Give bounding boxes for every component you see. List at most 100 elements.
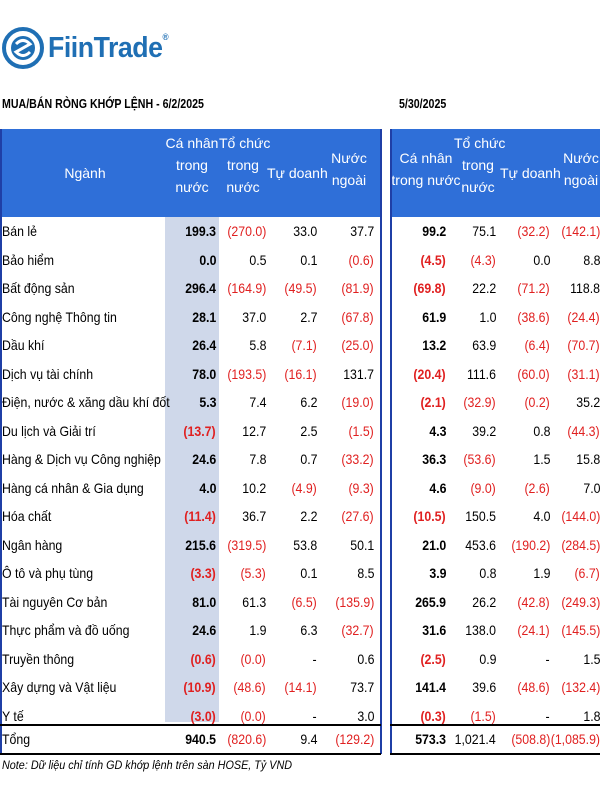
- value-cell-may30: 26.2: [472, 593, 496, 610]
- value-cell-jun2: (27.6): [341, 508, 374, 524]
- value-cell-jun2: (0.6): [348, 251, 374, 268]
- value-cell-jun2: -: [312, 707, 317, 724]
- value-cell-jun2: 24.6: [192, 622, 216, 638]
- sector-name: Dầu khí: [2, 337, 45, 353]
- value-cell-may30: 0.9: [478, 650, 496, 667]
- value-cell-may30: 1.5: [532, 451, 550, 467]
- value-cell-may30: (132.4): [560, 679, 600, 695]
- value-cell-may30: 118.8: [570, 280, 600, 296]
- table-row: Công nghệ Thông tin 28.1 37.0 2.7 (67.8) 61.9…: [0, 303, 600, 332]
- value-cell-jun2: (3.3): [190, 565, 216, 581]
- table-row: Hàng & Dịch vụ Công nghiệp 24.6 7.8 0.7 (33.…: [0, 445, 600, 474]
- total-label: Tổng: [2, 731, 31, 747]
- header-nganh: Ngành: [64, 165, 106, 181]
- table-row: Ô tô và phụ tùng (3.3) (5.3) 0.1 8.5 3.9 0.8 1.…: [0, 559, 600, 588]
- table-row: Ngân hàng 215.6 (319.5) 53.8 50.1 21.0 453.6 (1…: [0, 531, 600, 560]
- value-cell-jun2: 4.0: [198, 479, 216, 496]
- value-cell-may30: (4.3): [470, 251, 496, 268]
- value-cell-jun2: 53.8: [293, 536, 317, 553]
- value-cell-jun2: (10.9): [183, 679, 216, 695]
- total-bottom-line-right: [390, 753, 600, 755]
- value-cell-may30: 7.0: [582, 479, 600, 496]
- table-row: Hóa chất (11.4) 36.7 2.2 (27.6) (10.5) 150.5 4.…: [0, 502, 600, 531]
- table-row: Dịch vụ tài chính 78.0 (193.5) (16.1) 131.7 (…: [0, 360, 600, 389]
- value-cell-may30: (1.5): [470, 707, 496, 724]
- value-cell-may30: (0.3): [420, 707, 446, 724]
- fiintrade-logo-icon: [2, 27, 44, 69]
- left-section-title: MUA/BÁN RÒNG KHỚP LỆNH - 6/2/2025: [2, 97, 204, 111]
- right-table-header: Cá nhân trong nước Tổ chức trong nước Tự do…: [390, 129, 600, 217]
- value-cell-may30: 39.2: [472, 422, 496, 439]
- value-cell-jun2: 61.3: [242, 593, 266, 610]
- sector-name: Bán lẻ: [2, 223, 37, 239]
- value-cell-jun2: 0.6: [356, 650, 374, 667]
- value-cell-may30: 31.6: [422, 622, 446, 638]
- total-value: (820.6): [226, 731, 266, 747]
- value-cell-jun2: 37.7: [350, 223, 374, 239]
- value-cell-may30: (60.0): [517, 365, 550, 382]
- value-cell-jun2: 73.7: [350, 679, 374, 695]
- value-cell-jun2: (0.0): [240, 650, 266, 667]
- value-cell-jun2: 0.0: [198, 251, 216, 268]
- footnote: Note: Dữ liệu chỉ tính GD khớp lệnh trên…: [2, 758, 293, 772]
- header-tu-doanh-r: Tự doanh: [500, 165, 561, 181]
- header-to-chuc: Tổ chức trong nước: [219, 135, 271, 195]
- value-cell-may30: (24.4): [567, 308, 600, 325]
- value-cell-may30: 13.2: [422, 337, 446, 353]
- value-cell-jun2: (9.3): [348, 479, 374, 496]
- value-cell-jun2: 5.8: [248, 337, 266, 353]
- total-bottom-line: [0, 753, 381, 755]
- value-cell-may30: 1.5: [582, 650, 600, 667]
- value-cell-jun2: (81.9): [341, 280, 374, 296]
- value-cell-jun2: (193.5): [226, 365, 266, 382]
- value-cell-jun2: 131.7: [343, 365, 374, 382]
- value-cell-may30: 61.9: [422, 308, 446, 325]
- value-cell-may30: 8.8: [582, 251, 600, 268]
- sector-name: Ô tô và phụ tùng: [2, 565, 94, 581]
- value-cell-may30: 75.1: [472, 223, 496, 239]
- logo-text: FiinTrade®: [48, 31, 169, 64]
- value-cell-may30: 1.9: [532, 565, 550, 581]
- value-cell-jun2: (270.0): [226, 223, 266, 239]
- sector-name: Hàng cá nhân & Gia dụng: [2, 479, 144, 496]
- value-cell-may30: 0.8: [478, 565, 496, 581]
- value-cell-may30: (9.0): [470, 479, 496, 496]
- table-border-left: [0, 129, 2, 754]
- sector-name: Công nghệ Thông tin: [2, 308, 117, 325]
- sector-name: Truyền thông: [2, 650, 75, 667]
- value-cell-jun2: (1.5): [348, 422, 374, 439]
- value-cell-may30: 0.8: [532, 422, 550, 439]
- value-cell-may30: (48.6): [517, 679, 550, 695]
- value-cell-may30: 138.0: [465, 622, 496, 638]
- value-cell-may30: 21.0: [422, 536, 446, 553]
- value-cell-may30: 99.2: [422, 223, 446, 239]
- value-cell-may30: (142.1): [560, 223, 600, 239]
- value-cell-may30: 63.9: [472, 337, 496, 353]
- value-cell-may30: (145.5): [560, 622, 600, 638]
- value-cell-may30: 4.0: [532, 508, 550, 524]
- header-nuoc-ngoai: Nước ngoài: [331, 150, 367, 188]
- table-row: Hàng cá nhân & Gia dụng 4.0 10.2 (4.9) (9.3)…: [0, 474, 600, 503]
- value-cell-jun2: (11.4): [184, 508, 216, 524]
- value-cell-jun2: 0.7: [299, 451, 317, 467]
- sector-name: Điện, nước & xăng dầu khí đốt: [2, 394, 170, 410]
- value-cell-jun2: 24.6: [192, 451, 216, 467]
- value-cell-may30: 3.9: [428, 565, 446, 581]
- value-cell-jun2: 28.1: [192, 308, 216, 325]
- value-cell-may30: (2.1): [420, 394, 446, 410]
- value-cell-jun2: 6.3: [299, 622, 317, 638]
- value-cell-may30: (38.6): [517, 308, 550, 325]
- total-top-line-right: [390, 724, 600, 726]
- value-cell-jun2: (135.9): [334, 593, 374, 610]
- value-cell-jun2: (14.1): [284, 679, 317, 695]
- value-cell-may30: (20.4): [413, 365, 446, 382]
- value-cell-may30: (69.8): [413, 280, 446, 296]
- value-cell-may30: 1.0: [478, 308, 496, 325]
- value-cell-jun2: (6.5): [291, 593, 317, 610]
- value-cell-may30: (24.1): [517, 622, 550, 638]
- value-cell-may30: (190.2): [510, 536, 550, 553]
- table-row: Truyền thông (0.6) (0.0) - 0.6 (2.5) 0.9 - 1.5: [0, 645, 600, 674]
- value-cell-jun2: 78.0: [192, 365, 216, 382]
- value-cell-jun2: 2.2: [299, 508, 317, 524]
- value-cell-jun2: (4.9): [291, 479, 317, 496]
